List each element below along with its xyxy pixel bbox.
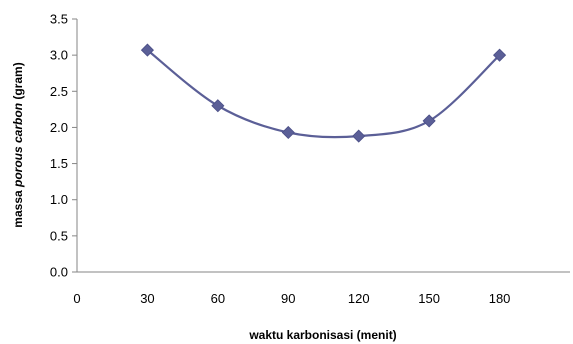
y-tick-labels: 0.0 0.5 1.0 1.5 2.0 2.5 3.0 3.5 <box>50 12 68 280</box>
x-tick-label: 60 <box>211 291 225 306</box>
y-axis-title-part1: massa <box>11 187 25 228</box>
series-line <box>146 49 501 139</box>
x-tick-label: 30 <box>140 291 154 306</box>
data-point-marker <box>493 48 507 62</box>
data-point-marker <box>140 43 154 57</box>
y-tick-label: 1.5 <box>50 156 68 171</box>
y-axis-title: massa porous carbon (gram) <box>11 62 25 227</box>
y-tick-label: 2.5 <box>50 84 68 99</box>
x-tick-labels: 0 30 60 90 120 150 180 <box>73 291 510 306</box>
data-point-marker <box>352 129 366 143</box>
x-tick-label: 90 <box>281 291 295 306</box>
y-tick-label: 0.0 <box>50 265 68 280</box>
series-group <box>146 49 501 139</box>
data-point-marker <box>281 125 295 140</box>
data-point-marker <box>211 99 225 113</box>
y-tick-label: 3.0 <box>50 48 68 63</box>
markers-group <box>140 43 507 143</box>
x-tick-label: 120 <box>348 291 370 306</box>
x-tick-label: 0 <box>73 291 80 306</box>
y-tick-label: 3.5 <box>50 12 68 27</box>
x-tick-label: 180 <box>489 291 511 306</box>
chart-axes <box>72 18 570 273</box>
y-tick-label: 0.5 <box>50 228 68 243</box>
y-axis-title-part3: (gram) <box>11 62 25 103</box>
y-tick-label: 2.0 <box>50 120 68 135</box>
y-axis-title-part2: porous carbon <box>11 103 25 188</box>
x-axis-title: waktu karbonisasi (menit) <box>248 328 396 342</box>
data-point-marker <box>422 114 436 128</box>
x-tick-label: 150 <box>418 291 440 306</box>
y-tick-label: 1.0 <box>50 192 68 207</box>
